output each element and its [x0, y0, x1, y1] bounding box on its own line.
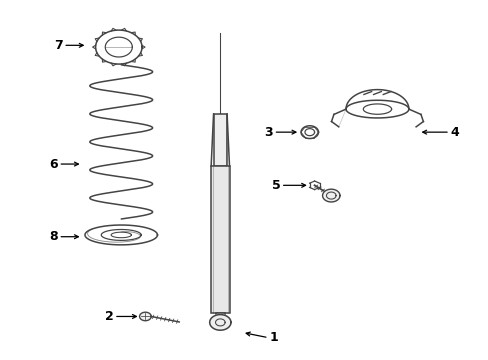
Text: 1: 1	[268, 331, 277, 344]
Bar	[213, 114, 226, 166]
Bar	[215, 313, 224, 318]
Text: 2: 2	[104, 310, 113, 323]
Bar	[211, 166, 229, 313]
Text: 5: 5	[271, 179, 280, 192]
Polygon shape	[322, 189, 339, 202]
Text: 4: 4	[449, 126, 458, 139]
Text: 7: 7	[54, 39, 62, 52]
Polygon shape	[139, 312, 151, 321]
Polygon shape	[209, 315, 230, 330]
Text: 3: 3	[264, 126, 272, 139]
Text: 6: 6	[49, 158, 58, 171]
Text: 8: 8	[49, 230, 58, 243]
